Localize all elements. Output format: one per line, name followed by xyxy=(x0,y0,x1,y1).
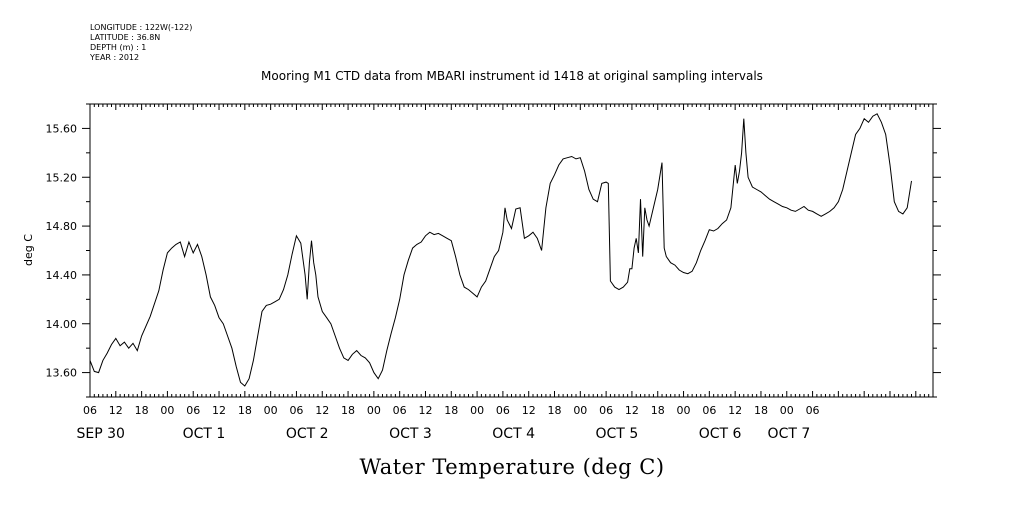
x-day-labels: SEP 30 OCT 1 OCT 2 OCT 3 OCT 4 OCT 5 OCT 6 OCT … xyxy=(77,426,811,442)
y-tick-label: 14.00 xyxy=(46,318,78,331)
y-tick-label: 14.40 xyxy=(46,269,78,282)
x-tick-label: 12 xyxy=(522,404,536,417)
y-tick-label: 15.20 xyxy=(46,171,78,184)
x-day-label: OCT 5 xyxy=(596,426,639,442)
y-tick-label: 14.80 xyxy=(46,220,78,233)
x-tick-label: 12 xyxy=(315,404,329,417)
x-day-label: OCT 4 xyxy=(492,426,535,442)
metadata-block: LONGITUDE : 122W(-122) LATITUDE : 36.8N … xyxy=(89,23,192,62)
x-tick-label: 00 xyxy=(264,404,278,417)
x-tick-label: 18 xyxy=(238,404,252,417)
meta-latitude: LATITUDE : 36.8N xyxy=(90,33,160,42)
x-tick-label: 06 xyxy=(289,404,303,417)
chart-title: Mooring M1 CTD data from MBARI instrumen… xyxy=(261,69,763,83)
x-tick-label: 00 xyxy=(677,404,691,417)
series-line-water-temperature xyxy=(89,113,912,387)
x-tick-label: 06 xyxy=(393,404,407,417)
x-tick-label: 18 xyxy=(135,404,149,417)
x-day-label: OCT 6 xyxy=(699,426,742,442)
x-tick-label: 00 xyxy=(160,404,174,417)
x-tick-label: 12 xyxy=(728,404,742,417)
x-tick-label: 06 xyxy=(599,404,613,417)
x-tick-label: 06 xyxy=(186,404,200,417)
x-tick-label: 18 xyxy=(754,404,768,417)
y-tick-label: 15.60 xyxy=(46,122,78,135)
x-tick-label: 12 xyxy=(625,404,639,417)
x-tick-label: 06 xyxy=(496,404,510,417)
x-day-label: OCT 2 xyxy=(286,426,329,442)
x-tick-label: 18 xyxy=(548,404,562,417)
x-day-label: OCT 3 xyxy=(389,426,432,442)
meta-year: YEAR : 2012 xyxy=(89,53,139,62)
meta-depth: DEPTH (m) : 1 xyxy=(90,43,146,52)
axis-ticks xyxy=(82,103,941,398)
y-tick-labels: 13.60 14.00 14.40 14.80 15.20 15.60 xyxy=(46,122,78,379)
x-tick-label: 00 xyxy=(470,404,484,417)
y-tick-label: 13.60 xyxy=(46,367,78,380)
x-axis-label: Water Temperature (deg C) xyxy=(359,455,664,479)
x-tick-label: 18 xyxy=(651,404,665,417)
plot-frame xyxy=(89,103,934,398)
x-tick-label: 06 xyxy=(702,404,716,417)
x-tick-label: 12 xyxy=(418,404,432,417)
x-tick-label: 12 xyxy=(212,404,226,417)
y-axis-label: deg C xyxy=(22,234,35,266)
x-tick-label: 12 xyxy=(109,404,123,417)
x-tick-labels: 06 12 18 00 06 12 18 00 06 12 18 00 06 12 18 00 06 12 18 00… xyxy=(83,404,820,417)
meta-longitude: LONGITUDE : 122W(-122) xyxy=(90,23,192,32)
x-day-label: OCT 7 xyxy=(768,426,811,442)
x-tick-label: 18 xyxy=(341,404,355,417)
x-tick-label: 00 xyxy=(367,404,381,417)
x-tick-label: 00 xyxy=(573,404,587,417)
x-day-label: OCT 1 xyxy=(183,426,226,442)
x-tick-label: 06 xyxy=(806,404,820,417)
x-tick-label: 00 xyxy=(780,404,794,417)
x-tick-label: 06 xyxy=(83,404,97,417)
x-day-label: SEP 30 xyxy=(77,426,125,442)
x-tick-label: 18 xyxy=(444,404,458,417)
